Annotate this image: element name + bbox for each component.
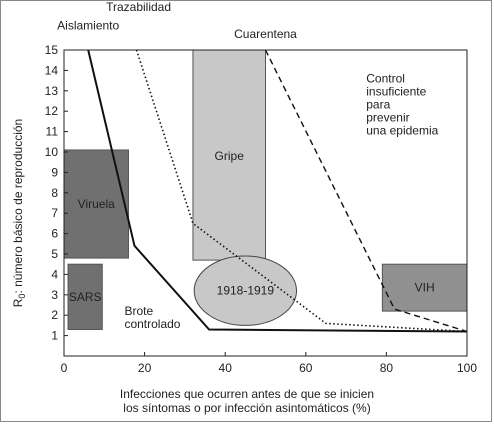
region-viruela xyxy=(63,149,129,259)
y-tick-label-12: 12 xyxy=(45,104,59,118)
y-tick-label-4: 4 xyxy=(51,267,58,281)
y-tick-label-6: 6 xyxy=(51,227,58,241)
x-tick-label-20: 20 xyxy=(138,361,152,375)
y-tick-label-15: 15 xyxy=(45,43,59,57)
y-tick-label-11: 11 xyxy=(46,125,59,139)
x-tick-label-60: 60 xyxy=(299,361,313,375)
x-axis-label-line2: los síntomas o por infección asintomátic… xyxy=(123,401,371,415)
region-viruela-label: Viruela xyxy=(78,197,115,211)
regions-layer: Viruela SARS Gripe VIH 1918-1919 xyxy=(63,49,468,330)
y-tick-label-3: 3 xyxy=(51,288,58,302)
region-sars-label: SARS xyxy=(69,290,102,304)
y-axis-label-sub: 0 xyxy=(17,294,27,299)
series-line-cuarentena xyxy=(264,49,468,333)
annotation-4-line-1: controlado xyxy=(124,317,180,331)
axes-layer xyxy=(63,49,468,357)
y-axis-label-main: R xyxy=(11,298,25,307)
y-tick-label-8: 8 xyxy=(51,186,58,200)
annotation-1-trazabilidad: Trazabilidad xyxy=(106,0,171,14)
annotation-3-line-2: para xyxy=(366,98,390,112)
annotation-3-line-0: Control xyxy=(366,72,405,86)
plot-area-border xyxy=(63,49,468,357)
y-tick-label-1: 1 xyxy=(51,329,58,343)
annotation-3-line-3: prevenir xyxy=(366,111,409,125)
annotation-3-line-4: una epidemia xyxy=(366,124,438,138)
y-tick-label-10: 10 xyxy=(45,145,59,159)
annotation-2-cuarentena: Cuarentena xyxy=(234,27,297,41)
region-sars xyxy=(67,263,103,330)
y-tick-label-13: 13 xyxy=(45,84,59,98)
x-tick-label-80: 80 xyxy=(380,361,394,375)
annotations-layer: Aislamiento Trazabilidad Cuarentena Control… xyxy=(57,0,438,331)
annotation-0-aislamiento: Aislamiento xyxy=(57,19,119,33)
region-gripe xyxy=(192,49,267,261)
x-tick-label-0: 0 xyxy=(61,361,68,375)
x-tick-label-100: 100 xyxy=(457,361,477,375)
y-tick-label-14: 14 xyxy=(45,63,59,77)
region-1918-1919 xyxy=(193,255,298,326)
x-tick-label-40: 40 xyxy=(219,361,233,375)
region-1918-1919-label: 1918-1919 xyxy=(217,284,275,298)
region-vih-label: VIH xyxy=(415,281,435,295)
series-line-aislamiento xyxy=(87,49,468,333)
region-gripe-label: Gripe xyxy=(215,149,245,163)
y-tick-label-2: 2 xyxy=(51,308,58,322)
y-tick-label-7: 7 xyxy=(51,206,58,220)
annotation-3-line-1: insuficiente xyxy=(366,85,426,99)
lines-layer xyxy=(87,49,468,333)
annotation-4-line-0: Brote xyxy=(124,304,153,318)
x-axis-label-line1: Infecciones que ocurren antes de que se … xyxy=(119,387,375,401)
region-vih xyxy=(381,263,468,312)
y-axis-label: R0: número básico de reproducción xyxy=(11,119,27,307)
y-axis-label-rest: : número básico de reproducción xyxy=(11,119,25,294)
y-tick-label-9: 9 xyxy=(51,165,58,179)
y-tick-label-5: 5 xyxy=(51,247,58,261)
